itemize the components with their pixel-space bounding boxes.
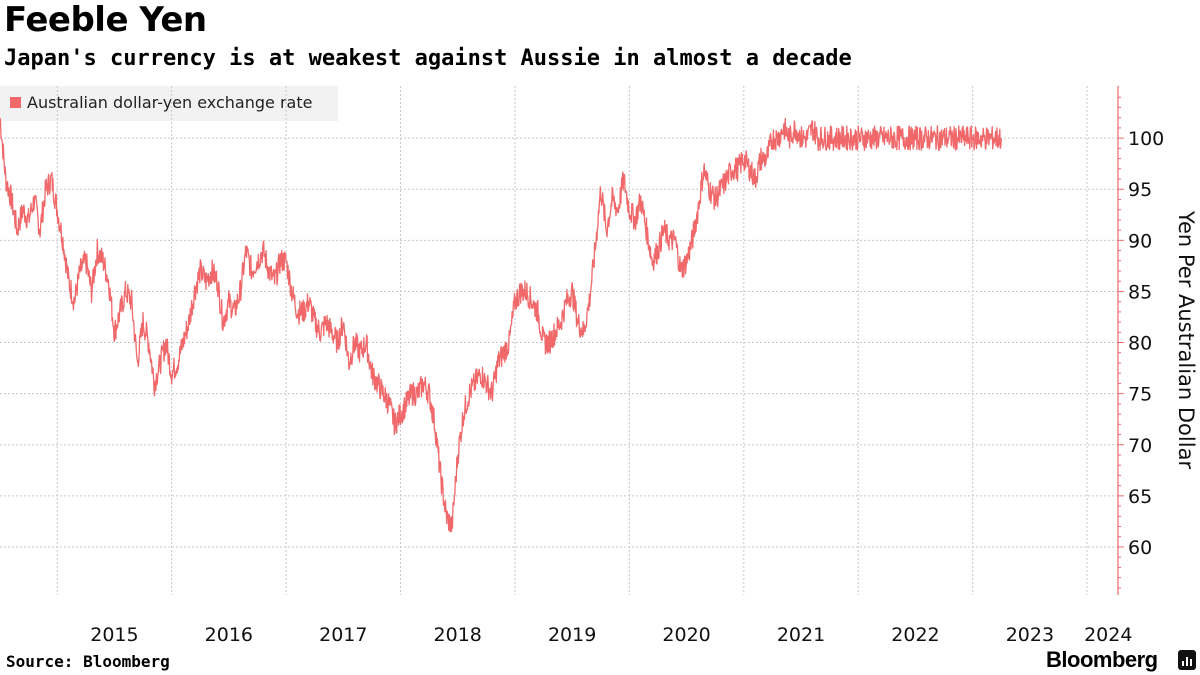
y-tick-label: 65 bbox=[1128, 486, 1152, 508]
chart-subtitle: Japan's currency is at weakest against A… bbox=[4, 46, 852, 71]
x-tick-label: 2024 bbox=[1084, 624, 1132, 646]
y-tick-label: 100 bbox=[1128, 128, 1164, 150]
legend: Australian dollar-yen exchange rate bbox=[0, 86, 338, 121]
x-tick-label: 2023 bbox=[1006, 624, 1054, 646]
bloomberg-chart-icon bbox=[1178, 650, 1196, 670]
y-tick-label: 60 bbox=[1128, 537, 1152, 559]
y-tick-label: 90 bbox=[1128, 230, 1152, 252]
brand-logo: Bloomberg bbox=[1046, 647, 1158, 672]
x-tick-label: 2017 bbox=[319, 624, 367, 646]
x-tick-label: 2020 bbox=[662, 624, 710, 646]
y-tick-label: 70 bbox=[1128, 435, 1152, 457]
y-tick-label: 85 bbox=[1128, 281, 1152, 303]
x-tick-label: 2022 bbox=[891, 624, 939, 646]
y-tick-label: 80 bbox=[1128, 333, 1152, 355]
series-line bbox=[0, 117, 1002, 533]
x-tick-label: 2015 bbox=[90, 624, 138, 646]
y-axis-label: Yen Per Australian Dollar bbox=[1174, 210, 1198, 470]
y-tick-label: 75 bbox=[1128, 384, 1152, 406]
x-tick-label: 2019 bbox=[548, 624, 596, 646]
x-tick-label: 2018 bbox=[434, 624, 482, 646]
source-note: Source: Bloomberg bbox=[6, 652, 170, 671]
chart-title: Feeble Yen bbox=[4, 0, 207, 40]
x-tick-label: 2021 bbox=[777, 624, 825, 646]
legend-label: Australian dollar-yen exchange rate bbox=[27, 93, 313, 112]
x-tick-label: 2016 bbox=[205, 624, 253, 646]
y-tick-label: 95 bbox=[1128, 179, 1152, 201]
legend-swatch bbox=[10, 97, 21, 108]
